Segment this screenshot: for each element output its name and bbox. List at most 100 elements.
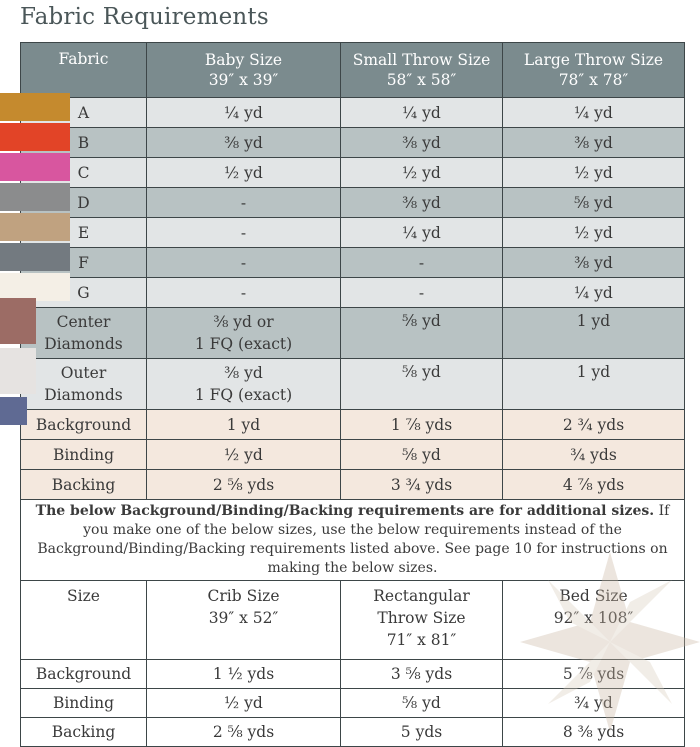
small-cell: ¼ yd	[340, 97, 503, 128]
large-cell: ⅝ yd	[502, 187, 685, 218]
fabric-label: Backing	[20, 469, 147, 500]
large-cell: 1 yd	[502, 358, 685, 410]
small-cell: ⅜ yd	[340, 127, 503, 158]
small-cell: ⅜ yd	[340, 187, 503, 218]
rect-cell: 5 yds	[340, 717, 503, 747]
baby-cell: ⅜ yd 1 FQ (exact)	[146, 358, 341, 410]
bed-cell: 5 ⅞ yds	[502, 659, 685, 689]
large-cell: 4 ⅞ yds	[502, 469, 685, 500]
fabric-row-e: E - ¼ yd ½ yd	[20, 217, 685, 248]
baby-line1: ⅜ yd	[224, 364, 263, 382]
small-cell: ½ yd	[340, 157, 503, 188]
header-small: Small Throw Size 58″ x 58″	[340, 42, 503, 98]
crib-header: Crib Size 39″ x 52″	[146, 580, 341, 660]
large-cell: ¼ yd	[502, 97, 685, 128]
swatch-outer-diamonds	[0, 348, 36, 394]
header-large-dim: 78″ x 78″	[558, 71, 629, 89]
fabric-requirements-table: Fabric Baby Size 39″ x 39″ Small Throw Si…	[20, 42, 685, 747]
small-cell: -	[340, 277, 503, 308]
extra-row-backing: Backing 2 ⅝ yds 3 ¾ yds 4 ⅞ yds	[20, 469, 685, 500]
swatch-center-diamonds	[0, 298, 36, 344]
swatch-b	[0, 123, 70, 151]
baby-line1: ⅜ yd or	[213, 313, 274, 331]
fabric-row-f: F - - ⅜ yd	[20, 247, 685, 278]
swatch-d	[0, 183, 70, 211]
baby-cell: -	[146, 187, 341, 218]
header-large-label: Large Throw Size	[523, 51, 664, 69]
rect-label-2: Throw Size	[377, 609, 466, 627]
header-baby: Baby Size 39″ x 39″	[146, 42, 341, 98]
rect-dim: 71″ x 81″	[386, 631, 457, 649]
small-cell: ⅝ yd	[340, 358, 503, 410]
rect-header: Rectangular Throw Size 71″ x 81″	[340, 580, 503, 660]
large-cell: ⅜ yd	[502, 247, 685, 278]
page-title: Fabric Requirements	[20, 4, 269, 30]
small-cell: ⅝ yd	[340, 439, 503, 470]
size-label: Size	[20, 580, 147, 660]
bed-cell: ¾ yd	[502, 688, 685, 718]
baby-cell: ⅜ yd	[146, 127, 341, 158]
fabric-label: Binding	[20, 688, 147, 718]
size-row-binding: Binding ½ yd ⅝ yd ¾ yd	[20, 688, 685, 718]
crib-label: Crib Size	[207, 587, 280, 605]
extra-row-background: Background 1 yd 1 ⅞ yds 2 ¾ yds	[20, 409, 685, 440]
small-cell: 3 ¾ yds	[340, 469, 503, 500]
note-text: If you make one of the below sizes, use …	[37, 503, 670, 576]
header-baby-dim: 39″ x 39″	[208, 71, 279, 89]
fabric-label: Outer Diamonds	[20, 358, 147, 410]
baby-cell: -	[146, 247, 341, 278]
fabric-label-line2: Diamonds	[44, 386, 123, 404]
swatch-g	[0, 273, 70, 301]
baby-cell: -	[146, 277, 341, 308]
large-cell: ½ yd	[502, 157, 685, 188]
crib-dim: 39″ x 52″	[208, 609, 279, 627]
baby-line2: 1 FQ (exact)	[194, 335, 293, 353]
baby-cell: ¼ yd	[146, 97, 341, 128]
small-cell: ¼ yd	[340, 217, 503, 248]
fabric-row-center-diamonds: Center Diamonds ⅜ yd or 1 FQ (exact) ⅝ yd …	[20, 307, 685, 359]
crib-cell: ½ yd	[146, 688, 341, 718]
rect-cell: ⅝ yd	[340, 688, 503, 718]
large-cell: 1 yd	[502, 307, 685, 359]
fabric-row-b: B ⅜ yd ⅜ yd ⅜ yd	[20, 127, 685, 158]
swatch-f	[0, 243, 70, 271]
bed-cell: 8 ⅜ yds	[502, 717, 685, 747]
note-cell: The below Background/Binding/Backing req…	[20, 499, 685, 581]
swatch-e	[0, 213, 70, 241]
size-row-background: Background 1 ½ yds 3 ⅝ yds 5 ⅞ yds	[20, 659, 685, 689]
header-small-label: Small Throw Size	[352, 51, 491, 69]
large-cell: 2 ¾ yds	[502, 409, 685, 440]
baby-cell: ½ yd	[146, 439, 341, 470]
fabric-label-line2: Diamonds	[44, 335, 123, 353]
baby-cell: ½ yd	[146, 157, 341, 188]
fabric-row-g: G - - ¼ yd	[20, 277, 685, 308]
large-cell: ¾ yds	[502, 439, 685, 470]
fabric-label: Background	[20, 409, 147, 440]
baby-cell: 1 yd	[146, 409, 341, 440]
header-baby-label: Baby Size	[204, 51, 283, 69]
crib-cell: 2 ⅝ yds	[146, 717, 341, 747]
bed-dim: 92″ x 108″	[553, 609, 634, 627]
size-row-backing: Backing 2 ⅝ yds 5 yds 8 ⅜ yds	[20, 717, 685, 747]
baby-line2: 1 FQ (exact)	[194, 386, 293, 404]
crib-cell: 1 ½ yds	[146, 659, 341, 689]
small-cell: -	[340, 247, 503, 278]
header-fabric: Fabric	[20, 42, 147, 98]
note-bold: The below Background/Binding/Backing req…	[35, 503, 655, 519]
small-cell: ⅝ yd	[340, 307, 503, 359]
size-header-row: Size Crib Size 39″ x 52″ Rectangular Throw…	[20, 580, 685, 660]
fabric-label-line1: Outer	[60, 364, 107, 382]
bed-label: Bed Size	[559, 587, 628, 605]
fabric-label: Backing	[20, 717, 147, 747]
large-cell: ⅜ yd	[502, 127, 685, 158]
baby-cell: -	[146, 217, 341, 248]
fabric-row-outer-diamonds: Outer Diamonds ⅜ yd 1 FQ (exact) ⅝ yd 1 yd	[20, 358, 685, 410]
fabric-label: Center Diamonds	[20, 307, 147, 359]
bed-header: Bed Size 92″ x 108″	[502, 580, 685, 660]
swatch-background	[0, 397, 27, 425]
rect-label-1: Rectangular	[373, 587, 470, 605]
large-cell: ¼ yd	[502, 277, 685, 308]
note-row: The below Background/Binding/Backing req…	[20, 499, 685, 581]
fabric-label: Background	[20, 659, 147, 689]
baby-cell: ⅜ yd or 1 FQ (exact)	[146, 307, 341, 359]
